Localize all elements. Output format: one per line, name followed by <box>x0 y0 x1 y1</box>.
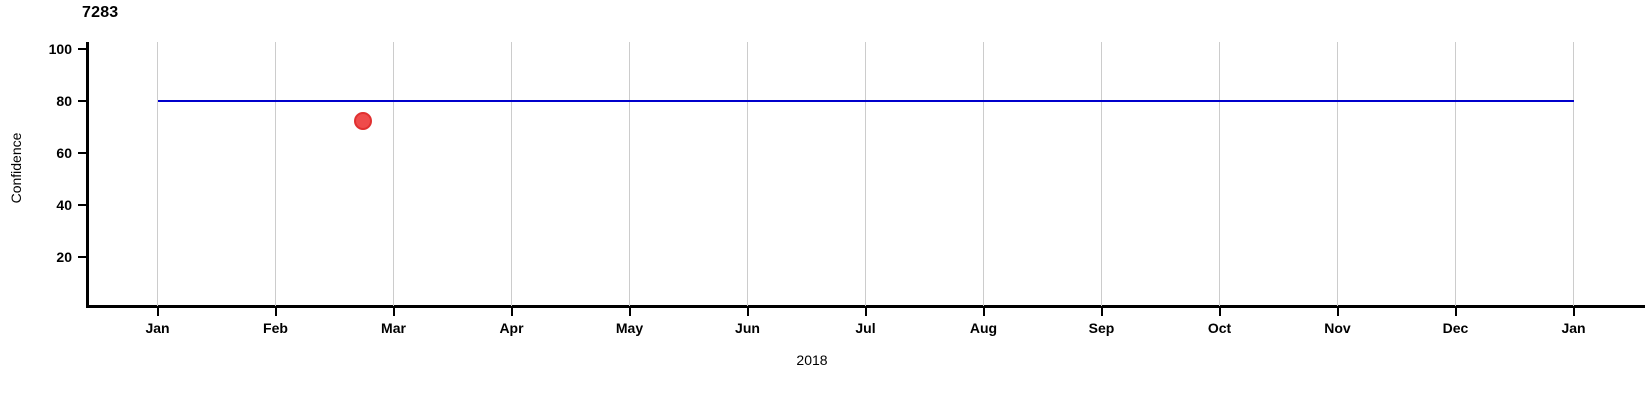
x-tick-mark-9 <box>1218 307 1221 316</box>
x-tick-mark-7 <box>982 307 985 316</box>
gridline-oct-9 <box>1219 42 1220 306</box>
y-tick-label-80: 80 <box>56 92 72 109</box>
y-tick-label-20: 20 <box>56 248 72 265</box>
x-tick-mark-12 <box>1572 307 1575 316</box>
x-tick-label-jan-12: Jan <box>1561 320 1586 336</box>
x-tick-label-feb-1: Feb <box>263 320 288 336</box>
x-tick-mark-3 <box>510 307 513 316</box>
data-point[interactable] <box>354 112 373 131</box>
x-tick-mark-5 <box>746 307 749 316</box>
y-tick-mark-40 <box>78 203 87 206</box>
threshold-line-80 <box>157 99 1574 102</box>
gridline-jan-12 <box>1573 42 1574 306</box>
x-tick-mark-10 <box>1336 307 1339 316</box>
x-tick-mark-0 <box>156 307 159 316</box>
chart-title: 7283 <box>82 4 119 21</box>
x-tick-label-aug-7: Aug <box>969 320 998 336</box>
gridline-mar-2 <box>393 42 394 306</box>
x-tick-mark-2 <box>392 307 395 316</box>
y-tick-label-60: 60 <box>56 144 72 161</box>
y-axis-line <box>86 42 89 308</box>
x-tick-mark-1 <box>274 307 277 316</box>
x-tick-label-may-4: May <box>615 320 644 336</box>
y-tick-mark-100 <box>78 47 87 50</box>
y-tick-label-100: 100 <box>48 40 72 57</box>
gridline-aug-7 <box>983 42 984 306</box>
x-tick-mark-8 <box>1100 307 1103 316</box>
x-tick-label-jun-5: Jun <box>735 320 760 336</box>
gridline-sep-8 <box>1101 42 1102 306</box>
gridline-nov-10 <box>1337 42 1338 306</box>
x-tick-label-nov-10: Nov <box>1324 320 1351 336</box>
gridline-feb-1 <box>275 42 276 306</box>
gridline-jun-5 <box>747 42 748 306</box>
x-tick-label-jan-0: Jan <box>145 320 170 336</box>
x-tick-mark-11 <box>1454 307 1457 316</box>
x-tick-label-oct-9: Oct <box>1207 320 1232 336</box>
gridline-apr-3 <box>511 42 512 306</box>
y-tick-mark-20 <box>78 255 87 258</box>
gridline-jul-6 <box>865 42 866 306</box>
gridline-jan-0 <box>157 42 158 306</box>
y-tick-label-40: 40 <box>56 196 72 213</box>
x-tick-mark-6 <box>864 307 867 316</box>
y-tick-mark-60 <box>78 151 87 154</box>
x-tick-label-sep-8: Sep <box>1088 320 1115 336</box>
gridline-may-4 <box>629 42 630 306</box>
y-tick-mark-80 <box>78 99 87 102</box>
x-tick-label-jul-6: Jul <box>855 320 876 336</box>
x-tick-label-mar-2: Mar <box>381 320 406 336</box>
x-axis-line <box>86 305 1645 308</box>
x-tick-label-dec-11: Dec <box>1442 320 1469 336</box>
x-tick-mark-4 <box>628 307 631 316</box>
x-tick-label-apr-3: Apr <box>499 320 524 336</box>
x-axis-label: 2018 <box>796 352 828 368</box>
gridline-dec-11 <box>1455 42 1456 306</box>
